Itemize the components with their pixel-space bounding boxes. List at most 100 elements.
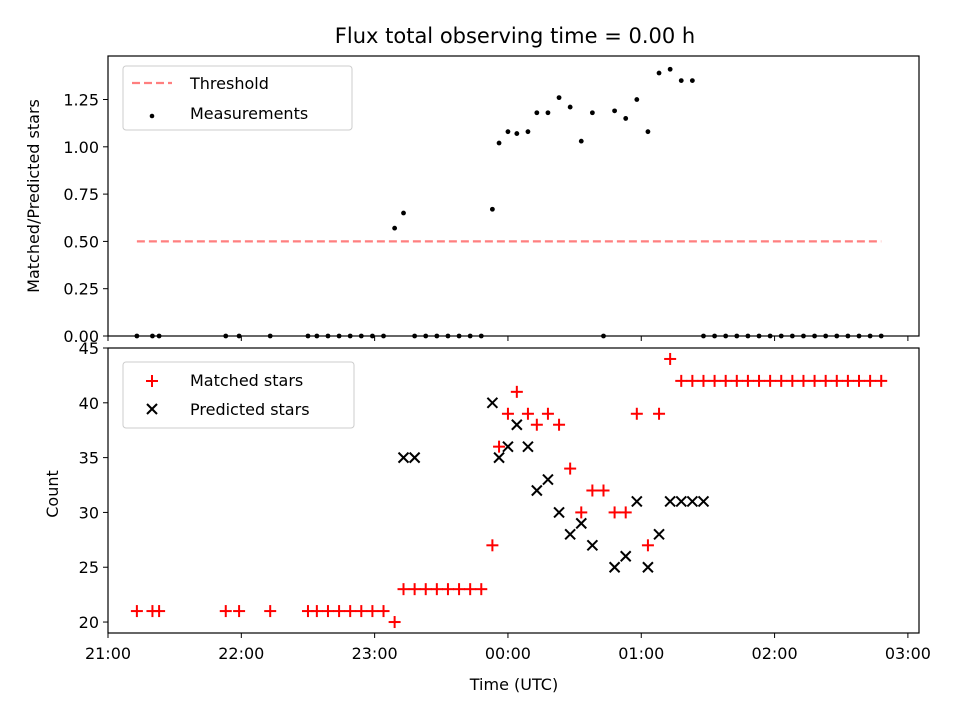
measurement-point [401,210,406,216]
matched-point [501,407,514,420]
matched-point [493,440,506,453]
predicted-point [619,550,632,562]
y-tick-label: 30 [79,503,99,522]
measurement-point [801,333,806,339]
matched-point [786,374,799,387]
measurements-legend-label: Measurements [190,104,308,123]
matched-point [641,539,654,552]
matched-point [366,605,379,618]
measurement-point [134,333,140,339]
measurement-point [223,333,229,339]
predicted-point [542,473,554,486]
count-marks [130,352,888,629]
count-legend-box [122,361,355,429]
measurement-point [567,104,573,110]
x-tick-label: 23:00 [352,644,398,663]
measurement-point [267,333,273,339]
matched-point [764,374,777,387]
matched-point [333,605,346,618]
count-legend: Matched stars Predicted stars [122,361,355,429]
measurement-point [767,333,773,339]
measurement-point [505,129,511,135]
measurement-point [756,333,762,339]
predicted-point [408,451,421,464]
matched-point [564,462,577,475]
matched-point [441,583,454,596]
y-tick-label: 0.50 [63,232,99,251]
ratio-y-ticks: 0.00 0.25 0.50 0.75 1.00 1.25 [63,91,108,346]
measurement-point [634,97,640,102]
measurement-point [445,333,451,339]
measurement-point [856,333,862,339]
measurements-legend-swatch [149,113,155,119]
matched-point [675,374,688,387]
y-tick-label: 0.25 [63,280,99,299]
matched-point [653,407,666,420]
measurement-point [612,108,617,114]
matched-point [397,583,410,596]
matched-point [408,583,421,596]
predicted-point [502,440,514,453]
predicted-point [586,539,599,552]
x-tick-label: 03:00 [885,644,931,663]
measurement-point [834,333,840,339]
measurement-point [734,333,740,339]
matched-point [541,407,554,420]
matched-point [686,374,699,387]
predicted-point [631,495,643,508]
x-axis-label: Time (UTC) [469,675,558,694]
matched-point [608,506,621,519]
measurement-point [823,333,829,339]
matched-point [321,605,334,618]
predicted-point [493,451,505,464]
measurement-point [347,333,353,339]
measurement-point [789,333,795,339]
matched-point [310,605,323,618]
measurement-point [525,129,531,135]
y-tick-label: 45 [79,339,99,358]
matched-point [464,583,477,596]
predicted-point [486,397,499,409]
measurement-point [456,333,462,339]
ratio-plot-frame [107,55,920,337]
matched-point [355,605,368,618]
y-tick-label: 0.00 [63,327,99,346]
predicted-point [553,506,565,519]
count-y-axis-label: Count [43,470,62,518]
matched-point [153,605,166,618]
ratio-legend: Threshold Measurements [122,65,353,131]
measurement-point [712,333,717,339]
count-y-ticks: 20 25 30 35 40 45 [79,339,108,632]
matched-point [864,374,877,387]
ratio-panel: 0.00 0.25 0.50 0.75 1.00 1.25 Matched/Predict… [24,55,920,346]
measurement-point [358,333,364,339]
matched-point [486,539,499,552]
matched-point [664,352,677,365]
matched-point [808,374,821,387]
predicted-legend-swatch [146,403,158,415]
matched-point [377,605,390,618]
matched-point [730,374,743,387]
matched-point [875,374,888,387]
matched-point [388,616,401,629]
matched-point [530,418,543,431]
matched-point [521,407,534,420]
measurement-point [656,70,662,76]
predicted-point [686,495,699,508]
x-tick-label: 22:00 [218,644,264,663]
matched-point [819,374,832,387]
count-panel: 20 25 30 35 40 45 21:00 22:00 23:00 00:00 01:00 02… [43,339,931,694]
measurement-point [467,333,473,339]
matched-point [619,506,632,519]
measurement-point [156,333,162,339]
measurement-point [778,333,784,339]
matched-point [130,605,143,618]
matched-point [344,605,357,618]
predicted-point [564,528,576,541]
predicted-point [675,495,687,508]
matched-point [697,374,710,387]
matched-point [430,583,443,596]
measurement-point [689,78,695,83]
matched-point [797,374,810,387]
measurement-point [667,66,673,72]
